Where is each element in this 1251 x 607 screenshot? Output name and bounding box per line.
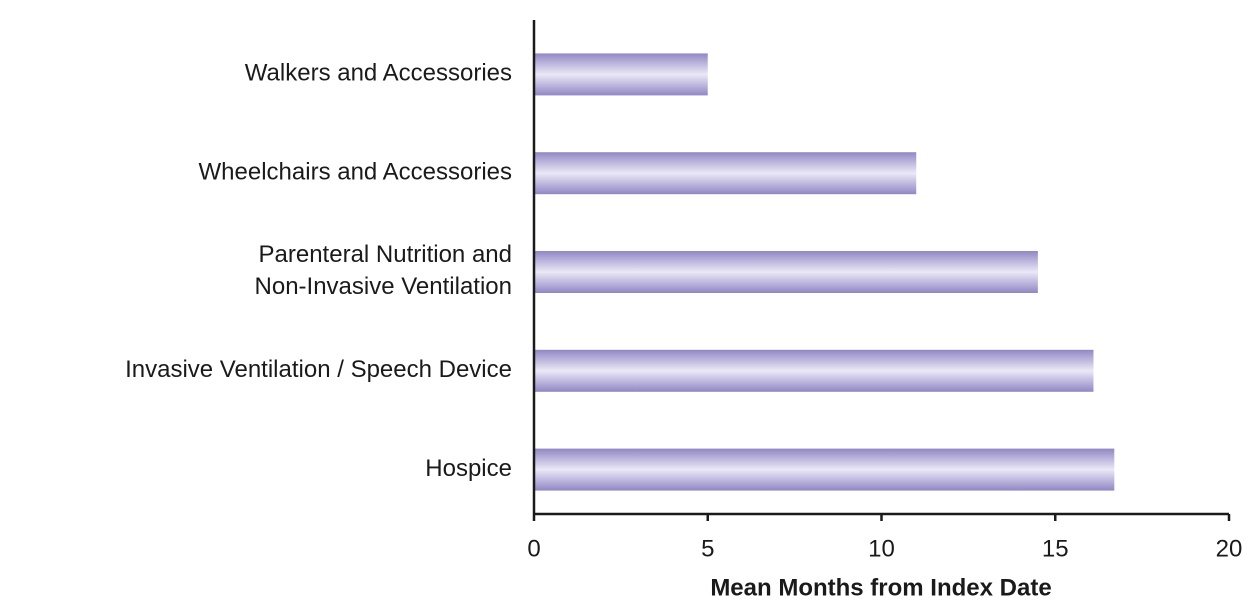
x-tick-label: 20 — [1216, 535, 1243, 562]
y-tick-label: Hospice — [425, 455, 512, 482]
y-tick-label: Parenteral Nutrition and Non-Invasive Ven… — [255, 241, 512, 300]
x-tick-label: 5 — [701, 535, 714, 562]
y-tick-label: Wheelchairs and Accessories — [199, 159, 512, 186]
x-tick-label: 15 — [1042, 535, 1069, 562]
y-tick-label: Invasive Ventilation / Speech Device — [125, 356, 512, 383]
bar — [534, 448, 1115, 491]
x-tick-label: 0 — [527, 535, 540, 562]
x-tick-label: 10 — [868, 535, 895, 562]
y-tick-label: Walkers and Accessories — [245, 60, 512, 87]
x-axis-title: Mean Months from Index Date — [710, 574, 1051, 601]
bar — [534, 53, 708, 96]
bar — [534, 251, 1038, 293]
bar — [534, 152, 917, 195]
bar — [534, 349, 1094, 392]
